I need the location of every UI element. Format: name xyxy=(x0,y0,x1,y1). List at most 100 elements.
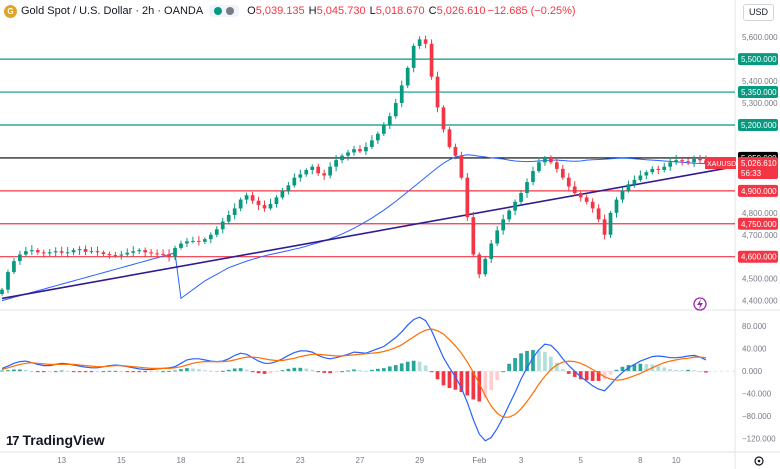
symbol-title[interactable]: Gold Spot / U.S. Dollar · 2h · OANDA xyxy=(21,5,204,17)
candle-body xyxy=(399,85,404,104)
histogram-bar xyxy=(35,371,40,373)
histogram-bar xyxy=(214,371,219,373)
histogram-bar xyxy=(167,370,171,372)
histogram-bar xyxy=(143,371,148,373)
candle-body xyxy=(566,177,571,187)
candle-body xyxy=(387,116,392,125)
candle-body xyxy=(220,221,225,230)
candle-body xyxy=(590,201,595,209)
candle-body xyxy=(471,217,476,255)
histogram-bar xyxy=(238,368,243,372)
histogram-bar xyxy=(704,371,708,373)
candle-body xyxy=(18,254,22,262)
candle-body xyxy=(489,243,494,259)
candle-body xyxy=(316,166,321,174)
indicator-axis-label: 0.000 xyxy=(742,367,763,376)
status-dot-gray-icon xyxy=(226,7,235,15)
candle-body xyxy=(244,195,249,200)
time-axis-label: 15 xyxy=(117,456,126,465)
histogram-bar xyxy=(65,370,70,372)
histogram-bar xyxy=(620,366,625,372)
histogram-bar xyxy=(202,370,207,372)
candle-body xyxy=(560,168,565,178)
status-dot-green-icon xyxy=(214,7,223,15)
histogram-bar xyxy=(370,369,374,372)
histogram-bar xyxy=(376,368,380,372)
histogram-bar xyxy=(149,371,154,373)
histogram-bar xyxy=(29,371,34,373)
symbol-tag-label: XAUUSD xyxy=(707,161,736,168)
candle-body xyxy=(358,149,362,152)
level-price-tag xyxy=(738,86,778,99)
histogram-bar xyxy=(596,371,601,381)
histogram-bar xyxy=(173,370,177,372)
time-axis-label: 23 xyxy=(296,456,305,465)
candle-body xyxy=(167,254,171,257)
histogram-bar xyxy=(298,367,303,372)
tradingview-wordmark: TradingView xyxy=(22,432,105,448)
candle-body xyxy=(6,272,10,290)
candle-body xyxy=(423,39,428,44)
candle-body xyxy=(507,210,511,220)
histogram-bar xyxy=(256,371,261,374)
candle-body xyxy=(292,177,297,186)
histogram-bar xyxy=(274,371,279,373)
settings-gear-center-icon xyxy=(757,459,761,463)
candle-body xyxy=(531,171,535,183)
candle-body xyxy=(686,161,690,163)
histogram-bar xyxy=(489,371,494,391)
histogram-bar xyxy=(131,371,136,373)
histogram-bar xyxy=(340,371,344,373)
candle-body xyxy=(202,239,207,242)
candle-body xyxy=(513,201,517,211)
candle-body xyxy=(441,107,446,130)
histogram-bar xyxy=(674,369,679,372)
time-axis-label: 5 xyxy=(578,456,583,465)
level-price-tag xyxy=(738,184,778,197)
candle-body xyxy=(131,251,136,253)
histogram-bar xyxy=(220,370,225,372)
histogram-bar xyxy=(316,371,321,373)
candle-body xyxy=(65,252,70,254)
market-status[interactable] xyxy=(209,5,240,17)
candle-body xyxy=(680,160,684,162)
histogram-bar xyxy=(501,371,506,373)
histogram-bar xyxy=(137,371,142,373)
histogram-bar xyxy=(477,371,482,402)
ohlc-close-label: C xyxy=(428,5,437,17)
candle-body xyxy=(364,146,368,152)
candle-body xyxy=(298,174,303,178)
bar-countdown-label: 56:33 xyxy=(741,169,762,178)
candle-body xyxy=(41,252,46,254)
histogram-bar xyxy=(41,371,46,373)
price-axis-label: 4,500.000 xyxy=(742,275,778,284)
candle-body xyxy=(644,172,649,176)
time-axis-label: 21 xyxy=(236,456,245,465)
level-price-label: 4,600.000 xyxy=(741,253,777,262)
histogram-bar xyxy=(656,365,661,372)
histogram-bar xyxy=(608,371,613,375)
time-axis-label: 29 xyxy=(415,456,424,465)
histogram-bar xyxy=(179,369,183,372)
candle-body xyxy=(626,184,631,191)
histogram-bar xyxy=(519,353,523,372)
level-price-label: 5,350.000 xyxy=(741,88,777,97)
histogram-bar xyxy=(453,371,458,390)
histogram-bar xyxy=(89,371,94,373)
candle-body xyxy=(662,166,667,170)
time-axis-label: 10 xyxy=(672,456,681,465)
histogram-bar xyxy=(346,370,350,372)
currency-selector[interactable]: USD xyxy=(742,4,774,21)
candle-body xyxy=(692,159,696,163)
histogram-bar xyxy=(507,363,511,372)
histogram-bar xyxy=(352,369,356,372)
histogram-bar xyxy=(185,368,189,372)
candle-body xyxy=(453,146,458,156)
histogram-bar xyxy=(226,369,231,372)
histogram-bar xyxy=(244,369,249,372)
candle-body xyxy=(24,251,28,255)
candle-body xyxy=(370,140,374,147)
histogram-bar xyxy=(549,356,553,372)
price-axis-label: 5,400.000 xyxy=(742,77,778,86)
